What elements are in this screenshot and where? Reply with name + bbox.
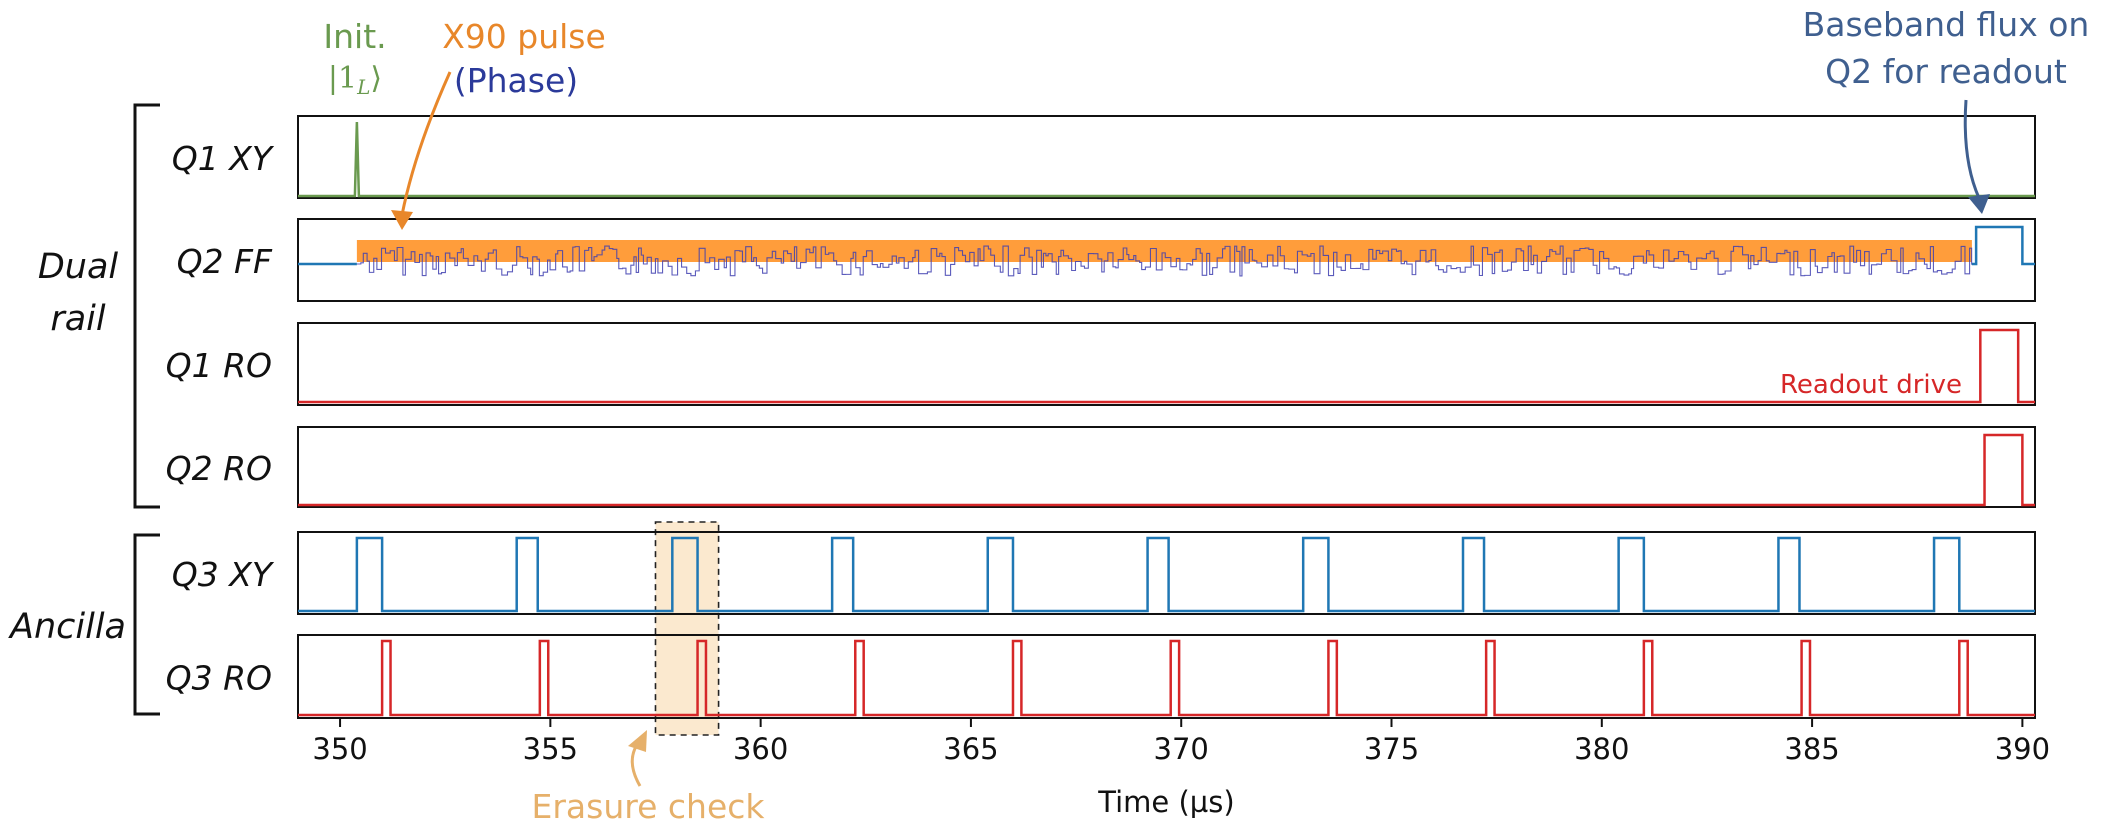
- channel-label: Q1 RO: [166, 346, 272, 385]
- panel-frame: [297, 426, 2036, 508]
- x-tick-label: 380: [1574, 732, 1629, 766]
- erasure-check-box: [654, 521, 720, 736]
- init-state-sub: L: [356, 75, 370, 99]
- group-label-rail: rail: [50, 299, 106, 339]
- panel-frame: [297, 634, 2036, 719]
- x90-phase-label: (Phase): [454, 61, 578, 100]
- channel-label: Q3 XY: [172, 555, 275, 594]
- pulse-trace: [298, 639, 2035, 717]
- init-spike-trace: [298, 121, 2035, 198]
- x-tick-label: 365: [943, 732, 998, 766]
- erasure-arrowhead: [628, 730, 647, 752]
- baseband-flux-trace: [1971, 225, 2035, 266]
- x-tick-label: 375: [1364, 732, 1419, 766]
- group-label-dual: Dual: [38, 247, 119, 287]
- x-tick-label: 355: [523, 732, 578, 766]
- panel-frame: [297, 531, 2036, 615]
- init-state-close: ⟩: [370, 61, 382, 96]
- x-tick-label: 360: [733, 732, 788, 766]
- channel-label: Q2 FF: [177, 242, 273, 281]
- x-tick-label: 390: [1995, 732, 2050, 766]
- channel-label: Q3 RO: [166, 659, 272, 698]
- panel-frame: [297, 218, 2036, 302]
- dual-rail-bracket: [133, 103, 160, 509]
- baseband-label-2: Q2 for readout: [1825, 52, 2067, 91]
- x-tick-label: 370: [1154, 732, 1209, 766]
- x-tick-label: 350: [312, 732, 367, 766]
- x90-arrowhead: [391, 210, 413, 230]
- init-state-label: |1L⟩: [328, 61, 382, 99]
- panel-frame: [297, 322, 2036, 406]
- ancilla-bracket: [133, 533, 160, 716]
- baseband-label-1: Baseband flux on: [1803, 5, 2090, 44]
- panel-frame: [297, 115, 2036, 199]
- pulse-trace: [298, 328, 2035, 404]
- x-tick-label: 385: [1784, 732, 1839, 766]
- x90-label: X90 pulse: [442, 17, 606, 56]
- group-label-ancilla: Ancilla: [8, 607, 126, 647]
- pulse-trace: [298, 433, 2035, 507]
- baseband-arrow: [1963, 99, 1981, 199]
- channel-label: Q1 XY: [172, 139, 275, 178]
- phase-noise-trace: [356, 245, 1973, 277]
- baseband-arrowhead: [1968, 194, 1990, 214]
- x90-phase-band: [356, 240, 1972, 262]
- channel-label: Q2 RO: [166, 449, 272, 488]
- erasure-check-label: Erasure check: [532, 787, 766, 826]
- readout-drive-label: Readout drive: [1780, 370, 1962, 400]
- x-axis-label: Time (µs): [1097, 785, 1234, 819]
- x90-arrow: [400, 71, 452, 216]
- init-label: Init.: [323, 17, 386, 56]
- pulse-trace: [298, 536, 2035, 613]
